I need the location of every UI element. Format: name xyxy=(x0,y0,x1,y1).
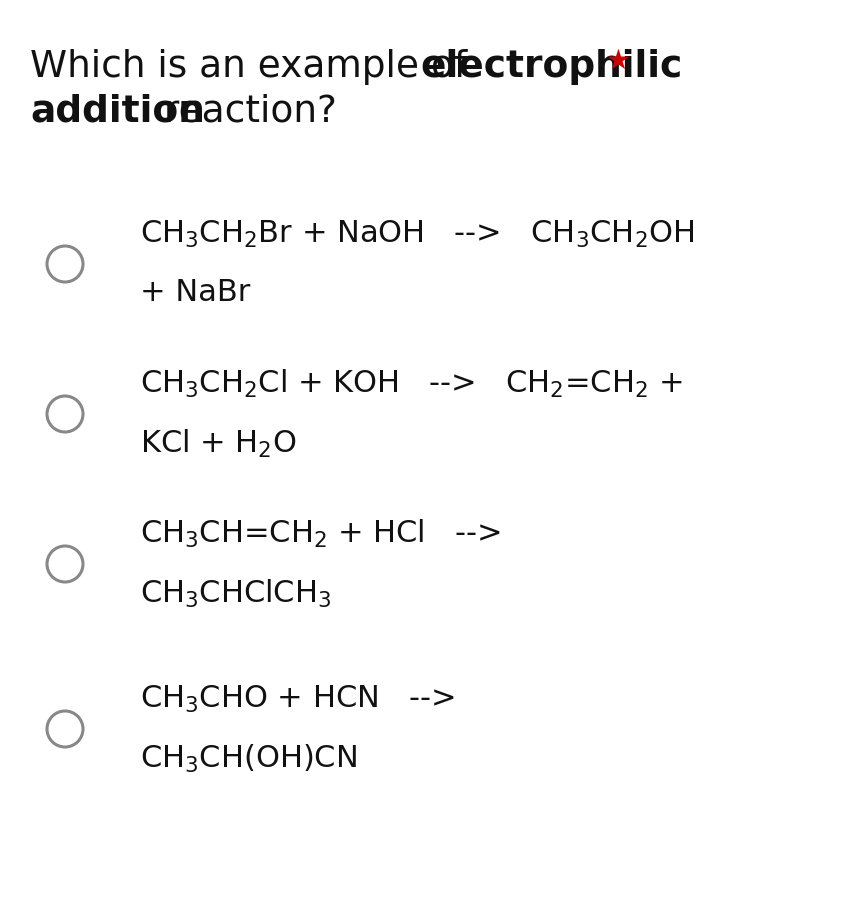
Text: CH$_3$CH$_2$Br + NaOH   -->   CH$_3$CH$_2$OH: CH$_3$CH$_2$Br + NaOH --> CH$_3$CH$_2$OH xyxy=(140,219,694,250)
Text: KCl + H$_2$O: KCl + H$_2$O xyxy=(140,428,296,460)
Text: addition: addition xyxy=(30,94,204,130)
Text: reaction?: reaction? xyxy=(152,94,337,130)
Text: Which is an example of: Which is an example of xyxy=(30,49,479,85)
Text: CH$_3$CH=CH$_2$ + HCl   -->: CH$_3$CH=CH$_2$ + HCl --> xyxy=(140,517,500,550)
Text: CH$_3$CHClCH$_3$: CH$_3$CHClCH$_3$ xyxy=(140,578,331,610)
Text: electrophilic: electrophilic xyxy=(419,49,681,85)
Text: CH$_3$CH(OH)CN: CH$_3$CH(OH)CN xyxy=(140,743,356,775)
Text: ★: ★ xyxy=(604,47,629,75)
Text: CH$_3$CHO + HCN   -->: CH$_3$CHO + HCN --> xyxy=(140,684,454,715)
Text: CH$_3$CH$_2$Cl + KOH   -->   CH$_2$=CH$_2$ +: CH$_3$CH$_2$Cl + KOH --> CH$_2$=CH$_2$ + xyxy=(140,368,682,400)
Text: + NaBr: + NaBr xyxy=(140,278,250,307)
